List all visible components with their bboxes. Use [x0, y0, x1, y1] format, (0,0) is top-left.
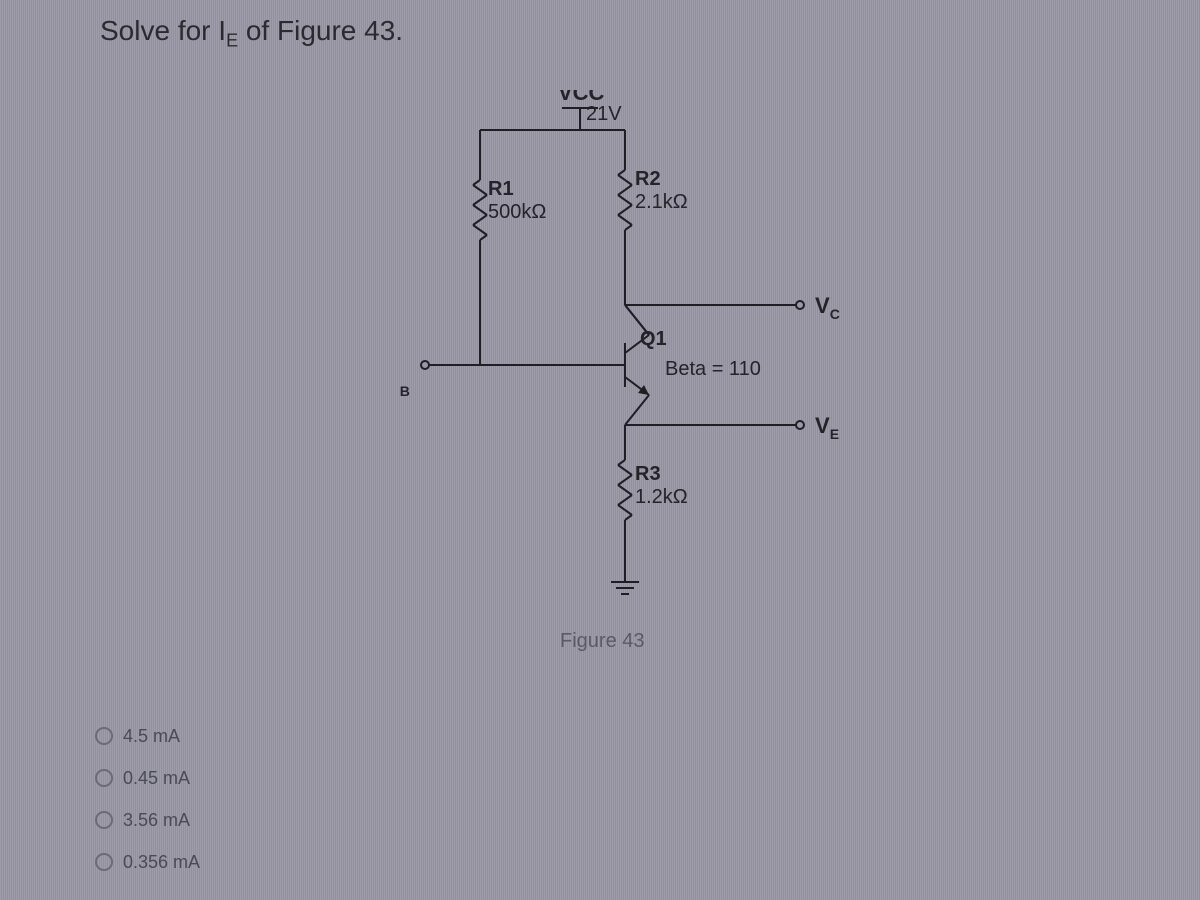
radio-icon	[95, 769, 113, 787]
svg-text:Beta = 110: Beta = 110	[665, 358, 761, 380]
question-sub: E	[226, 31, 238, 51]
option-3[interactable]: 3.56 mA	[95, 799, 200, 841]
option-4[interactable]: 0.356 mA	[95, 841, 200, 883]
svg-text:R2: R2	[635, 168, 661, 190]
option-label: 4.5 mA	[123, 715, 180, 757]
question-text: Solve for IE of Figure 43.	[100, 15, 403, 52]
circuit-diagram: VCC21VR1500kΩVBR22.1kΩVCQ1Beta = 110VER3…	[400, 90, 900, 615]
svg-text:500kΩ: 500kΩ	[488, 201, 546, 223]
answer-options: 4.5 mA 0.45 mA 3.56 mA 0.356 mA	[95, 715, 200, 883]
svg-text:R3: R3	[635, 463, 661, 485]
svg-text:VC: VC	[815, 293, 840, 322]
question-prefix: Solve for I	[100, 15, 226, 46]
svg-text:1.2kΩ: 1.2kΩ	[635, 486, 688, 508]
option-label: 0.356 mA	[123, 841, 200, 883]
question-suffix: of Figure 43.	[238, 15, 403, 46]
option-label: 0.45 mA	[123, 757, 190, 799]
svg-text:2.1kΩ: 2.1kΩ	[635, 191, 688, 213]
radio-icon	[95, 811, 113, 829]
radio-icon	[95, 853, 113, 871]
figure-caption: Figure 43	[560, 630, 645, 653]
svg-text:VE: VE	[815, 413, 839, 442]
option-1[interactable]: 4.5 mA	[95, 715, 200, 757]
radio-icon	[95, 727, 113, 745]
option-2[interactable]: 0.45 mA	[95, 757, 200, 799]
option-label: 3.56 mA	[123, 799, 190, 841]
svg-text:Q1: Q1	[640, 328, 667, 350]
svg-text:R1: R1	[488, 178, 514, 200]
svg-text:VB: VB	[400, 370, 410, 399]
svg-text:21V: 21V	[586, 103, 622, 125]
